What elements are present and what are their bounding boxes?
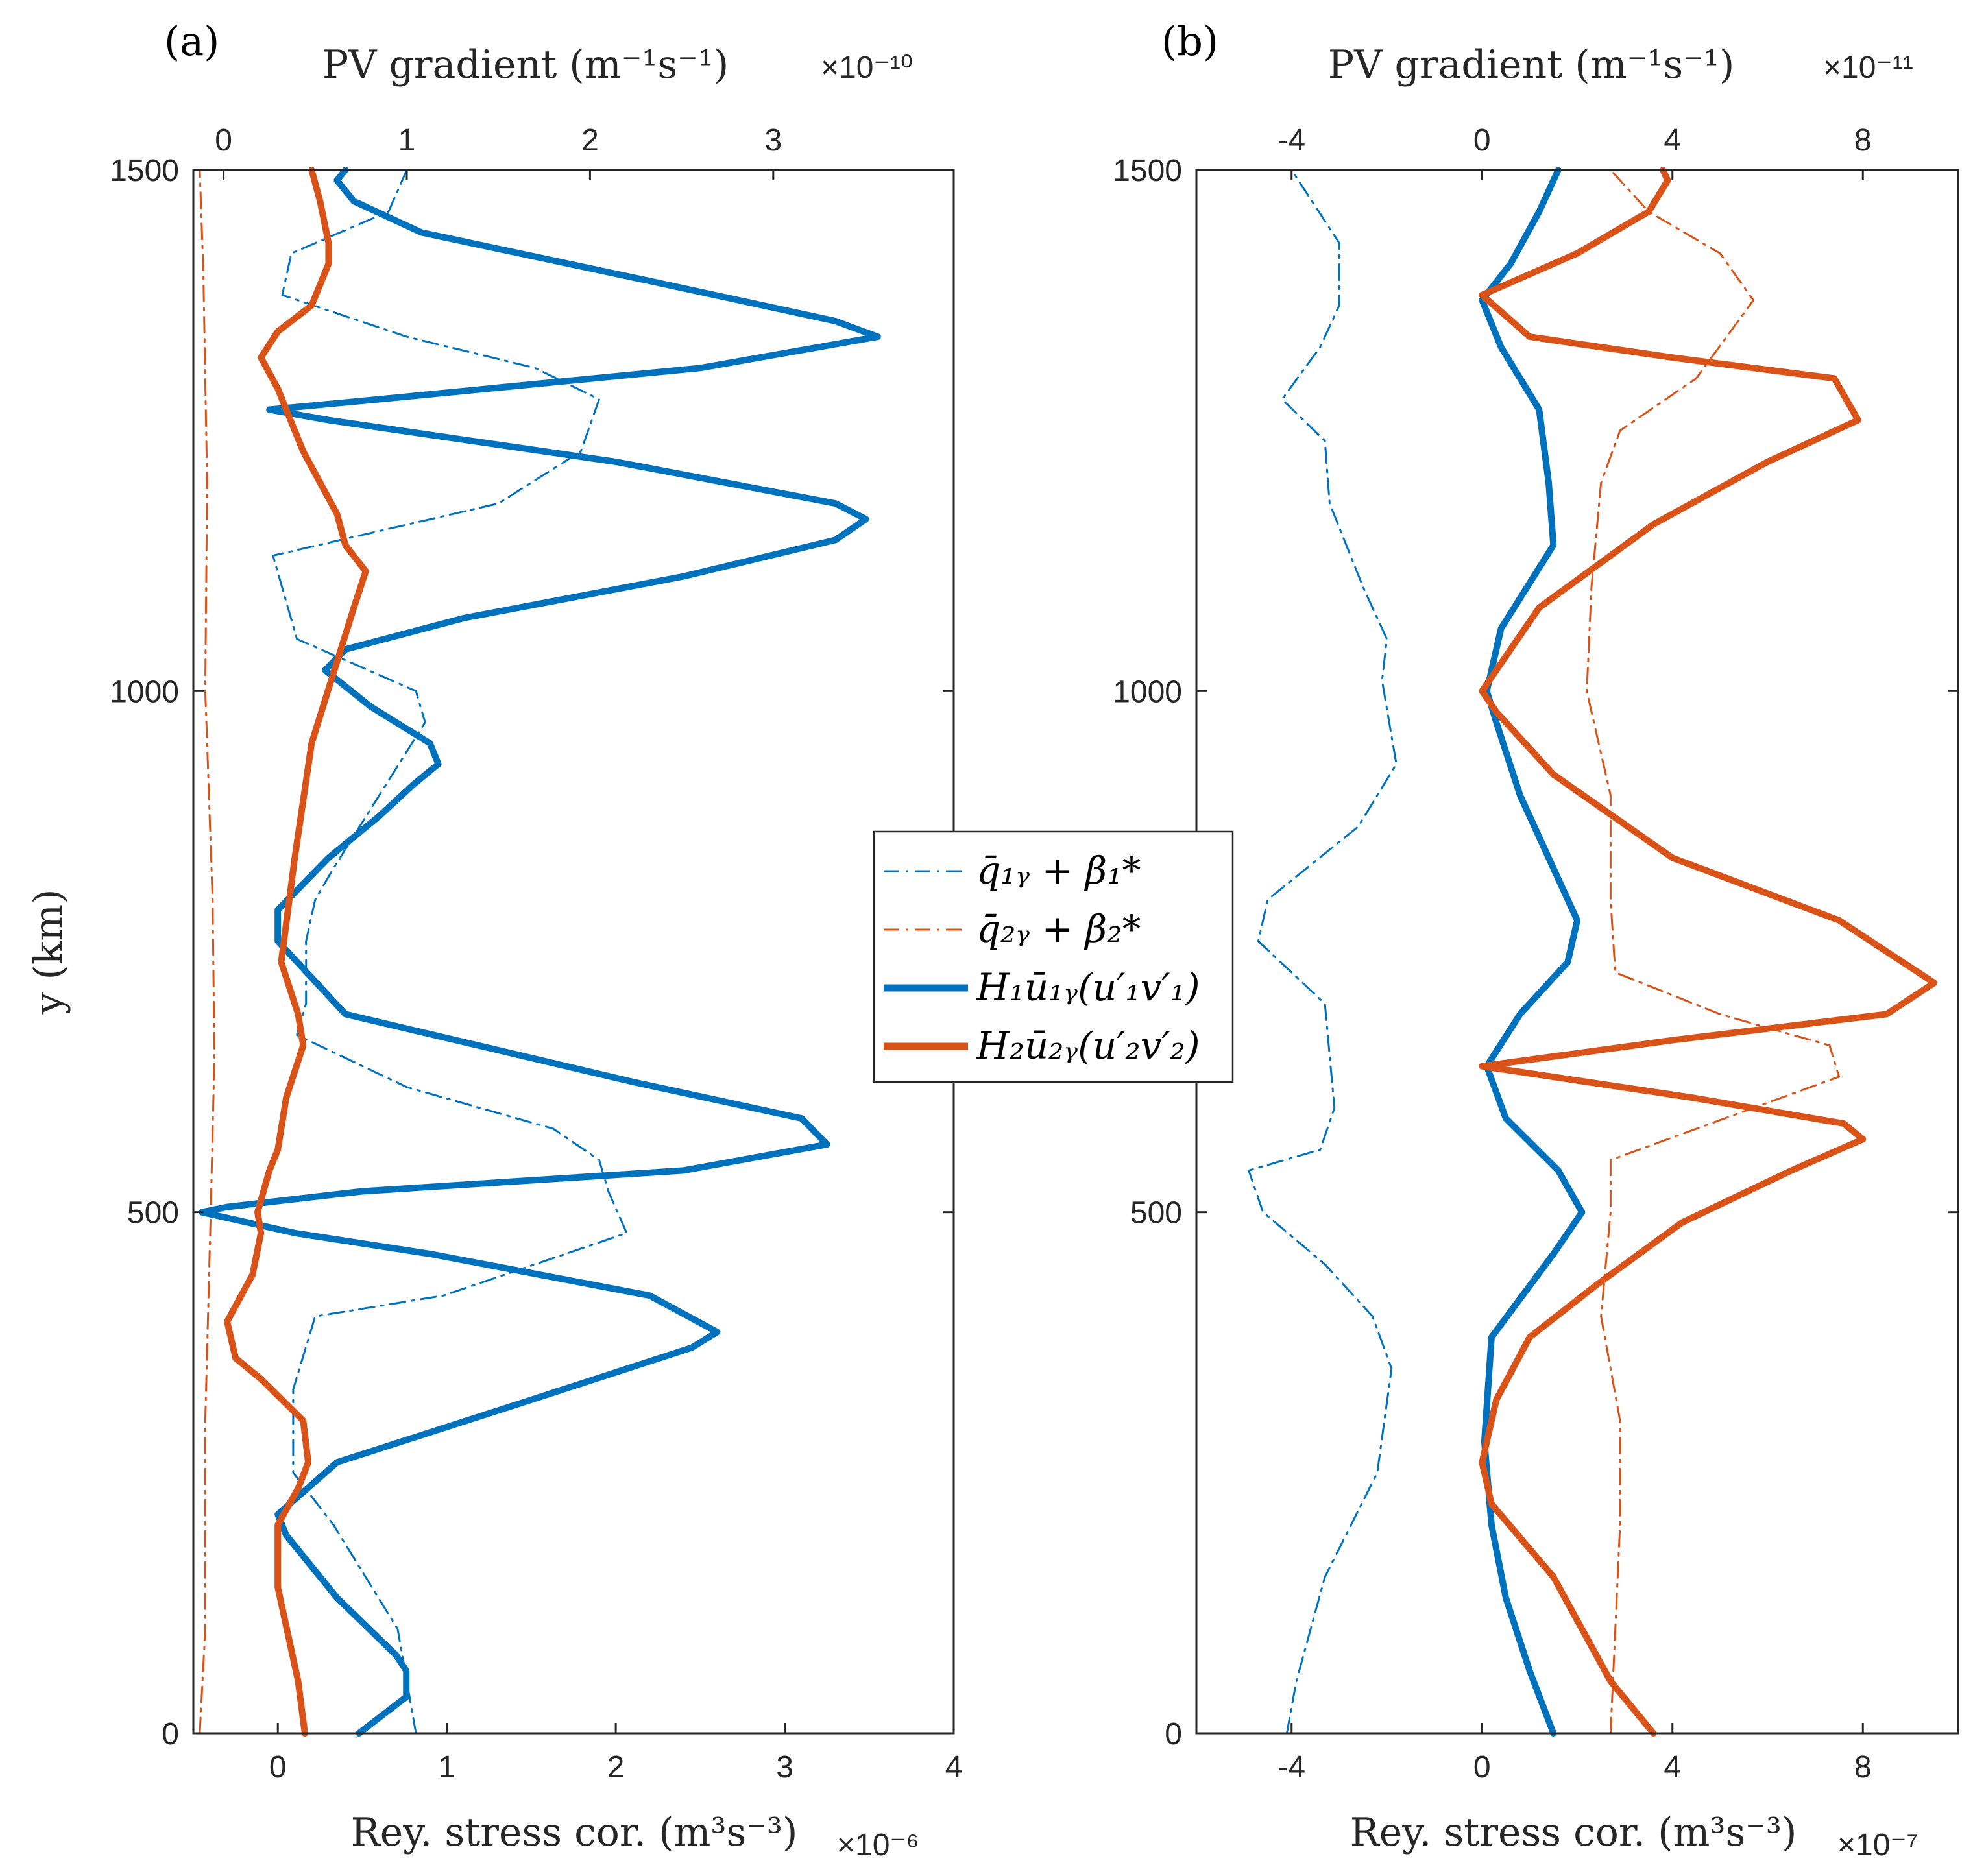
panel-a-ticks: 0 500 1000 1500 0 1 2 3 4 0 1 2 3: [110, 123, 962, 1785]
panel-a-ytick-label: 0: [162, 1717, 179, 1751]
panel-b-ytick-label: 500: [1130, 1196, 1182, 1231]
panel-b-top-multiplier: ×10⁻¹¹: [1823, 51, 1913, 85]
panel-b-series-2: [1479, 167, 1586, 1737]
panel-a-curves: [199, 167, 881, 1737]
panel-b-ytick-label: 1500: [1113, 154, 1182, 188]
panel-a-top-multiplier: ×10⁻¹⁰: [821, 51, 913, 85]
legend-label-h1: H₁ū₁ᵧ(u′₁v′₁): [976, 965, 1200, 1009]
panel-a-xtick-bottom-label: 0: [269, 1750, 287, 1785]
panel-b: 0 500 1000 1500 -4 0 4 8 -4 0 4 8 (b) PV gradient (…: [1113, 18, 1959, 1862]
panel-a-ytick-label: 1000: [110, 675, 179, 709]
panel-b-top-axis-label: PV gradient (m⁻¹s⁻¹): [1328, 42, 1735, 88]
panel-a-xtick-bottom-label: 1: [438, 1750, 455, 1785]
panel-b-xtick-bottom-label: 0: [1473, 1750, 1491, 1785]
panel-a-series-3: [224, 167, 369, 1737]
panel-a-xtick-top-label: 0: [215, 123, 232, 158]
panel-a-xtick-top-label: 1: [398, 123, 416, 158]
panel-b-label: (b): [1161, 18, 1218, 65]
panel-a-ytick-label: 1500: [110, 154, 179, 188]
panel-b-bottom-multiplier: ×10⁻⁷: [1837, 1828, 1918, 1862]
panel-a-xtick-bottom-label: 4: [945, 1750, 963, 1785]
legend-label-h2: H₂ū₂ᵧ(u′₂v′₂): [976, 1024, 1200, 1068]
panel-b-xtick-bottom-label: 4: [1664, 1750, 1681, 1785]
legend-box: [873, 830, 1234, 1083]
legend: q̄₁ᵧ + β₁* q̄₂ᵧ + β₂* H₁ū₁ᵧ(u′₁v′₁) H₂ū₂…: [873, 830, 1234, 1083]
panel-a-label: (a): [164, 18, 219, 65]
legend-label-q2: q̄₂ᵧ + β₂*: [976, 907, 1141, 951]
panel-a-series-2: [199, 167, 881, 1737]
panel-b-series-1: [1586, 169, 1841, 1735]
panel-a-y-axis-label: y (km): [26, 889, 71, 1015]
legend-label-q1: q̄₁ᵧ + β₁*: [976, 848, 1141, 893]
panel-b-series-0: [1248, 169, 1398, 1735]
panel-b-xtick-bottom-label: 8: [1854, 1750, 1872, 1785]
panel-a: 0 500 1000 1500 0 1 2 3 4 0 1 2 3 (a) PV gradient (m…: [26, 18, 962, 1862]
panel-a-xtick-bottom-label: 3: [776, 1750, 793, 1785]
panel-b-bottom-axis-label: Rey. stress cor. (m³s⁻³): [1350, 1810, 1797, 1855]
panel-a-bottom-multiplier: ×10⁻⁶: [837, 1828, 919, 1862]
panel-b-curves: [1248, 167, 1938, 1737]
panel-a-ytick-label: 500: [127, 1196, 179, 1231]
panel-a-series-1: [199, 169, 215, 1735]
panel-b-series-3: [1479, 167, 1938, 1737]
panel-a-xtick-bottom-label: 2: [607, 1750, 625, 1785]
panel-a-series-0: [272, 169, 628, 1735]
panel-b-xtick-top-label: -4: [1277, 123, 1305, 158]
panel-b-xtick-top-label: 4: [1664, 123, 1681, 158]
panel-a-xtick-top-label: 3: [764, 123, 782, 158]
panel-b-ticks: 0 500 1000 1500 -4 0 4 8 -4 0 4 8: [1113, 123, 1958, 1785]
panel-b-ytick-label: 0: [1165, 1717, 1182, 1751]
panel-b-xtick-top-label: 8: [1854, 123, 1872, 158]
panel-b-xtick-top-label: 0: [1473, 123, 1491, 158]
panel-b-ytick-label: 1000: [1113, 675, 1182, 709]
panel-a-bottom-axis-label: Rey. stress cor. (m³s⁻³): [351, 1810, 798, 1855]
panel-a-top-axis-label: PV gradient (m⁻¹s⁻¹): [322, 42, 729, 88]
panel-b-xtick-bottom-label: -4: [1277, 1750, 1305, 1785]
panel-a-xtick-top-label: 2: [581, 123, 599, 158]
